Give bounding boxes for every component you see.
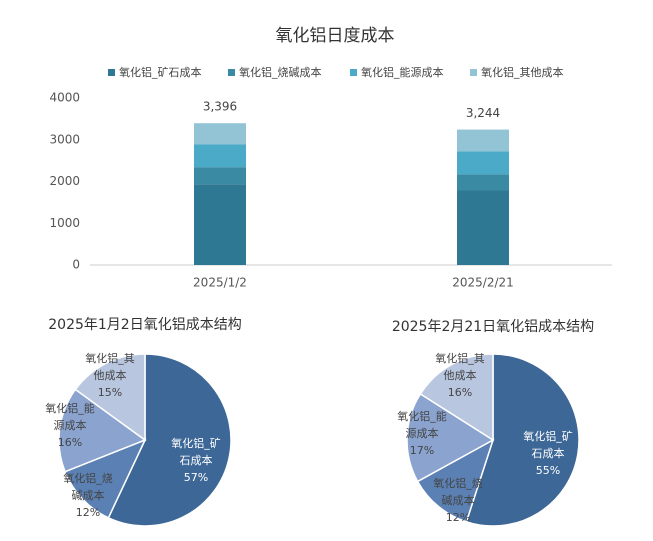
- bar-segment: [194, 144, 246, 168]
- bar-segment: [194, 184, 246, 265]
- pie-label-name: 氧化铝_其他成本: [435, 352, 485, 382]
- pie-label-value: 16%: [447, 386, 473, 399]
- x-tick-label: 2025/1/2: [193, 276, 247, 290]
- pie-slice: [416, 438, 495, 523]
- chart-title: 氧化铝日度成本: [276, 26, 395, 46]
- chart-title: 2025年2月21日氧化铝成本结构: [392, 319, 594, 335]
- y-tick-label: 4000: [49, 91, 80, 105]
- pie-slice: [64, 438, 147, 519]
- chart-title: 2025年1月2日氧化铝成本结构: [48, 317, 241, 333]
- pie-label-name: 氧化铝_矿石成本: [523, 430, 573, 460]
- y-tick-label: 0: [72, 258, 80, 272]
- pie-slice: [406, 392, 495, 483]
- legend-swatch: [470, 69, 477, 76]
- y-tick-label: 1000: [49, 216, 80, 230]
- x-tick-label: 2025/2/21: [452, 276, 514, 290]
- pie-label-name: 氧化铝_矿石成本: [171, 437, 221, 467]
- legend-label: 氧化铝_其他成本: [481, 65, 564, 79]
- pie-label-name: 氧化铝_烧碱成本: [433, 477, 483, 507]
- legend-label: 氧化铝_烧碱成本: [239, 65, 322, 79]
- bar-segment: [457, 151, 509, 175]
- bar-segment: [457, 129, 509, 152]
- y-tick-label: 2000: [49, 174, 80, 188]
- pie-label-value: 57%: [183, 471, 209, 484]
- legend-label: 氧化铝_能源成本: [361, 65, 444, 79]
- pie-slice: [465, 353, 580, 527]
- legend-label: 氧化铝_矿石成本: [119, 65, 202, 79]
- pie-label-value: 12%: [75, 506, 101, 519]
- pie-slice: [107, 353, 232, 527]
- legend-swatch: [350, 69, 357, 76]
- pie-label-name: 氧化铝_其他成本: [85, 352, 135, 382]
- pie-label-name: 氧化铝_烧碱成本: [63, 472, 113, 502]
- y-tick-label: 3000: [49, 132, 80, 146]
- pie-label-value: 12%: [445, 511, 471, 524]
- pie-label-name: 氧化铝_能源成本: [397, 410, 447, 440]
- pie-label-name: 氧化铝_能源成本: [45, 402, 95, 432]
- total-label: 3,396: [203, 100, 237, 114]
- total-label: 3,244: [466, 106, 500, 120]
- pie-label-value: 16%: [57, 436, 83, 449]
- legend-swatch: [228, 69, 235, 76]
- bar-segment: [457, 190, 509, 265]
- bar-segment: [457, 174, 509, 191]
- pie-slice: [419, 353, 494, 442]
- legend-swatch: [108, 69, 115, 76]
- pie-slice: [58, 388, 147, 473]
- pie-label-value: 17%: [409, 444, 435, 457]
- bar-segment: [194, 167, 246, 185]
- pie-slice: [74, 353, 146, 442]
- bar-segment: [194, 123, 246, 145]
- pie-label-value: 55%: [535, 464, 561, 477]
- pie-label-value: 15%: [97, 386, 123, 399]
